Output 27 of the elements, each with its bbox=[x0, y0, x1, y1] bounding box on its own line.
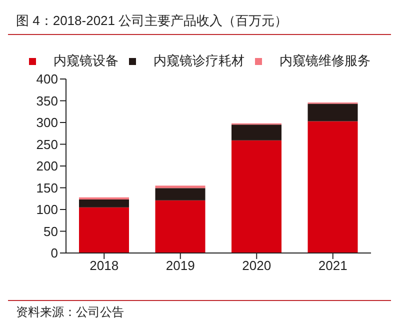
y-tick-label: 300 bbox=[36, 115, 58, 130]
bar bbox=[232, 124, 282, 140]
chart-title: 图 4：2018-2021 公司主要产品收入（百万元） bbox=[8, 8, 391, 35]
y-tick-label: 150 bbox=[36, 180, 58, 196]
x-tick-label: 2020 bbox=[242, 258, 272, 274]
bar bbox=[155, 186, 206, 188]
bar bbox=[308, 121, 358, 253]
legend-label: 内窥镜设备 bbox=[52, 52, 118, 70]
bar bbox=[308, 104, 358, 122]
y-tick-label: 400 bbox=[36, 72, 58, 87]
x-tick-label: 2021 bbox=[318, 258, 348, 274]
bar bbox=[155, 188, 206, 200]
y-tick-label: 200 bbox=[36, 158, 58, 174]
x-tick-label: 2019 bbox=[166, 258, 195, 274]
text: 资料来源：公司公告 bbox=[16, 305, 124, 319]
y-tick-label: 350 bbox=[36, 93, 58, 108]
y-tick-label: 100 bbox=[36, 202, 58, 218]
y-tick-label: 50 bbox=[44, 224, 58, 239]
bar bbox=[79, 199, 129, 208]
legend-label: 内窥镜维修服务 bbox=[278, 52, 370, 70]
bar bbox=[232, 140, 282, 253]
bar bbox=[79, 207, 129, 253]
x-tick-label: 2018 bbox=[90, 258, 119, 274]
legend-label: 内窥镜诊疗耗材 bbox=[152, 52, 244, 70]
y-tick-label: 0 bbox=[50, 246, 58, 261]
y-tick-label: 250 bbox=[36, 136, 58, 152]
bar bbox=[155, 200, 206, 253]
